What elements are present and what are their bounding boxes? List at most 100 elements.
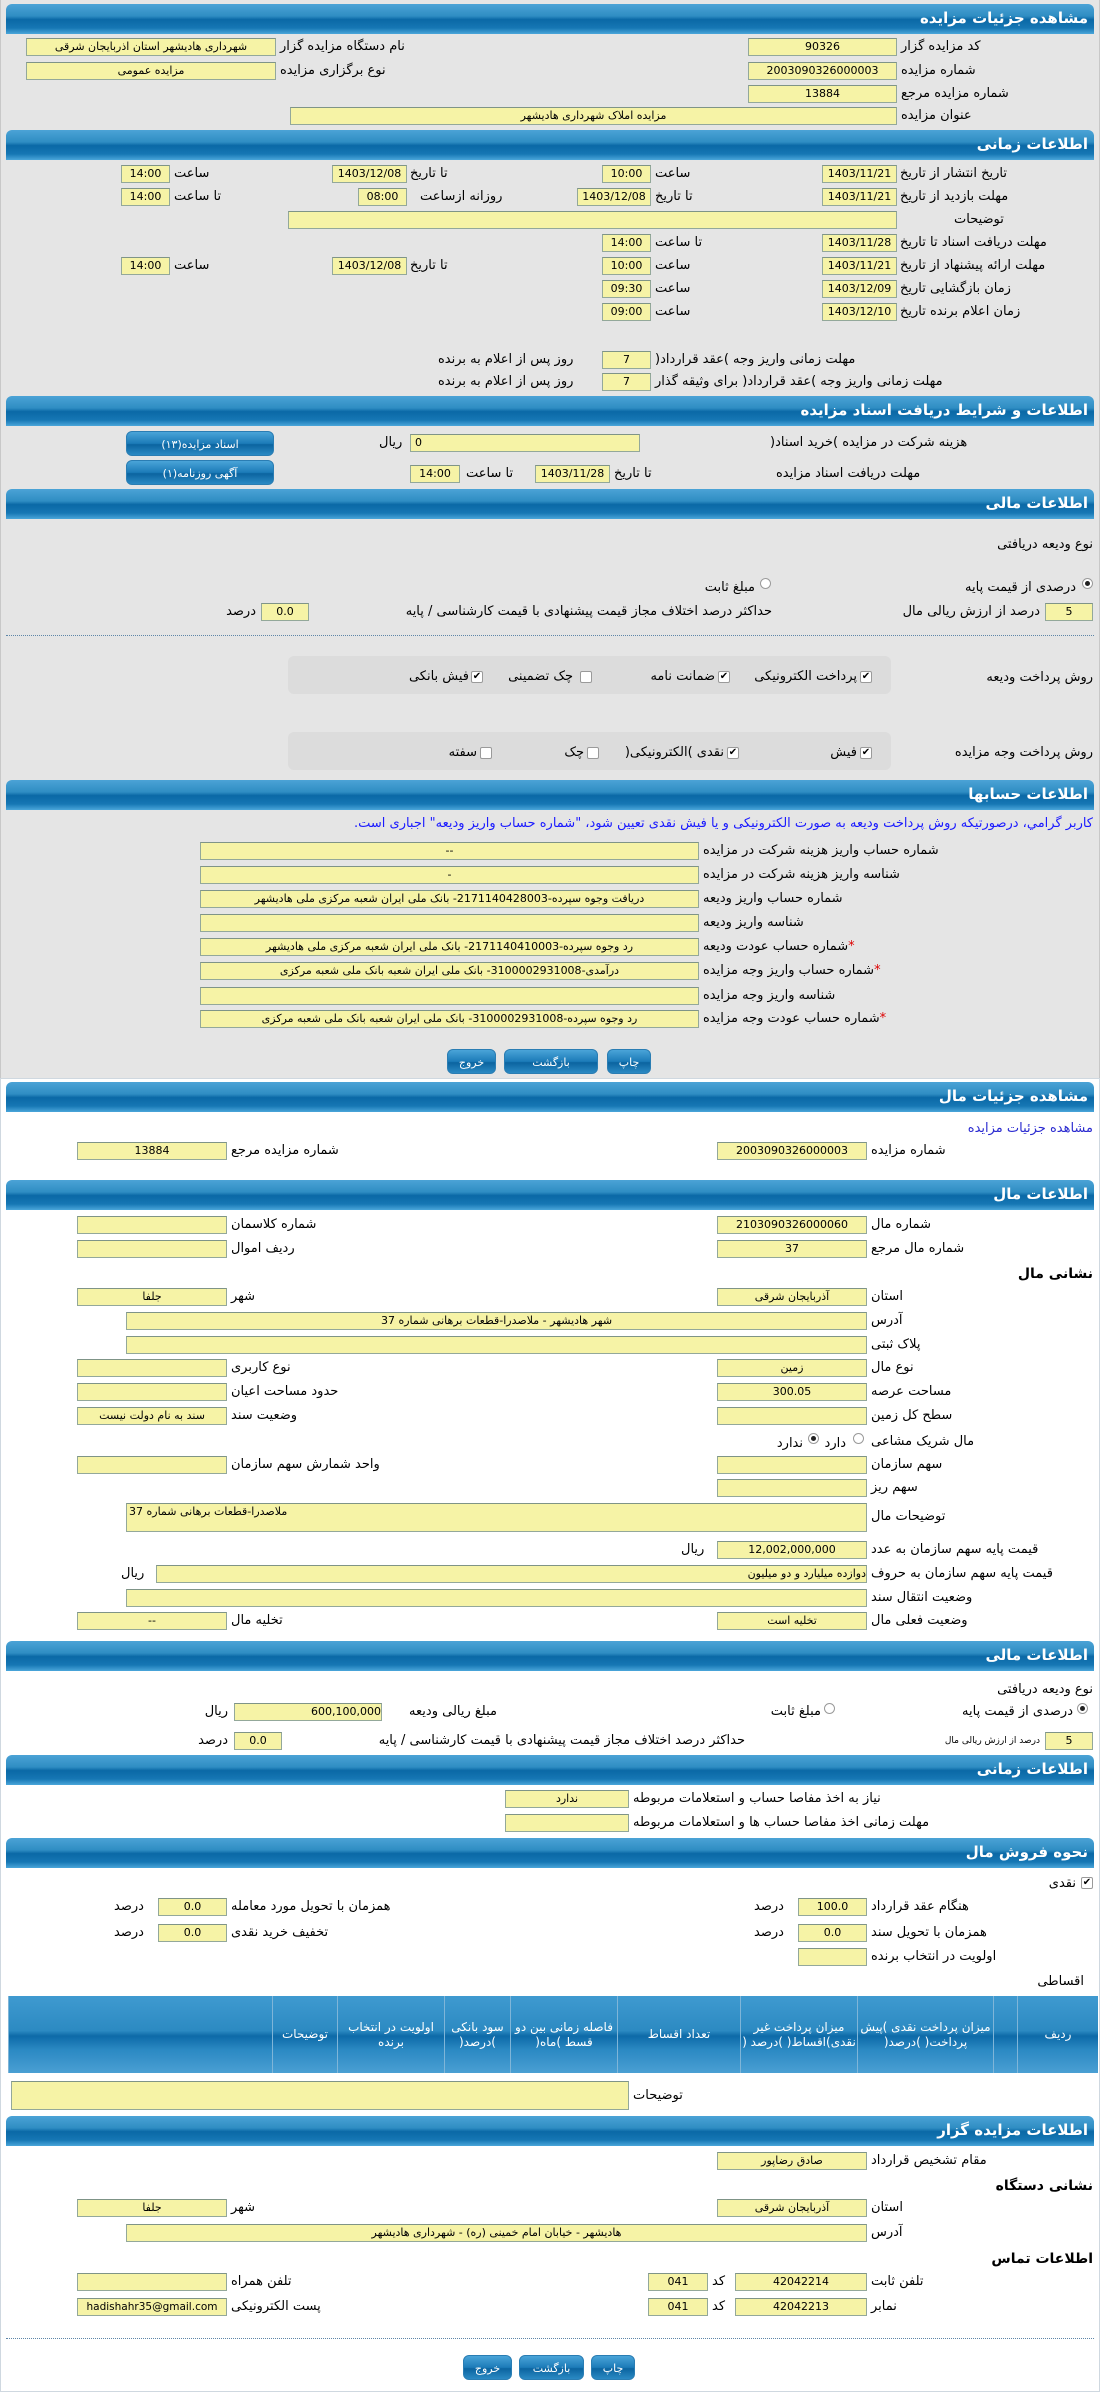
payment-method-item: فیش bbox=[830, 745, 857, 760]
offer-from-date: 1403/11/21 bbox=[822, 257, 897, 275]
percent-of-value-label: درصد از ارزش ریالی مال bbox=[944, 1736, 1040, 1746]
base-price-text-label: قیمت پایه سهم سازمان به حروف bbox=[871, 1566, 1053, 1581]
deed-status-field: سند به نام دولت نیست bbox=[77, 1407, 227, 1425]
payment-method-item: سفته bbox=[448, 745, 477, 760]
to-time-label: تا ساعت bbox=[466, 466, 514, 481]
section-title: اطلاعات زمانی bbox=[976, 1760, 1088, 1778]
current-status-label: وضعیت فعلی مال bbox=[871, 1613, 968, 1628]
installment-label: اقساطی bbox=[1037, 1974, 1084, 1989]
to-date-label: تا تاریخ bbox=[410, 258, 448, 273]
province-label: استان bbox=[871, 2200, 903, 2215]
checkbox-promissory[interactable] bbox=[480, 747, 492, 759]
account-field: درآمدی-3100002931008- بانک ملی ایران شعب… bbox=[200, 962, 699, 980]
province-field: آذربایجان شرقی bbox=[717, 1288, 867, 1306]
cash-label: نقدی bbox=[1048, 1876, 1076, 1891]
fixed-radio[interactable] bbox=[824, 1703, 835, 1714]
checkbox-electronic[interactable]: ✔ bbox=[860, 671, 872, 683]
deed-transfer-field bbox=[126, 1589, 867, 1607]
to-date-label: تا تاریخ bbox=[655, 189, 693, 204]
org-share-field bbox=[717, 1456, 867, 1474]
usage-label: نوع کاربری bbox=[231, 1360, 291, 1375]
to-time-label: تا ساعت bbox=[174, 189, 222, 204]
description-label: توضیحات bbox=[954, 212, 1004, 227]
checkbox-cheque[interactable] bbox=[587, 747, 599, 759]
publish-label: تاریخ انتشار از تاریخ bbox=[900, 166, 1008, 181]
priority-field bbox=[798, 1948, 867, 1966]
province-field: آذربایجان شرقی bbox=[717, 2199, 867, 2217]
percent-unit: درصد bbox=[754, 1899, 784, 1914]
print-button[interactable]: چاپ bbox=[591, 2355, 635, 2380]
auction-details-link[interactable]: مشاهده جزئیات مزایده bbox=[967, 1121, 1093, 1136]
shared-no-radio[interactable] bbox=[808, 1433, 819, 1444]
divider bbox=[6, 2338, 1094, 2339]
item-info-header: اطلاعات مال bbox=[6, 1180, 1094, 1210]
fixed-option-label: مبلغ ثابت bbox=[704, 580, 755, 595]
item-description-label: توضیحات مال bbox=[871, 1509, 946, 1524]
fixed-radio[interactable] bbox=[760, 578, 771, 589]
visit-to-time: 14:00 bbox=[121, 188, 170, 206]
time-label: ساعت bbox=[655, 166, 691, 181]
table-header-interest: سود بانکی )درصد( bbox=[444, 1996, 510, 2073]
city-label: شهر bbox=[231, 2200, 256, 2215]
item-ref-field: 37 bbox=[717, 1240, 867, 1258]
table-header-interval: فاصله زمانی بین دو قسط )ماه( bbox=[510, 1996, 617, 2073]
back-button[interactable]: بازگشت bbox=[504, 1049, 598, 1074]
percent-radio[interactable] bbox=[1077, 1703, 1088, 1714]
item-timing-header: اطلاعات زمانی bbox=[6, 1755, 1094, 1785]
auction-documents-button[interactable]: اسناد مزایده(۱۳) bbox=[126, 431, 274, 456]
table-header-noncash-payment: میزان پرداخت غیر نقدی)اقساط( )درصد ( bbox=[740, 1996, 857, 2073]
sale-description-label: توضیحات bbox=[633, 2088, 683, 2103]
offer-to-time: 14:00 bbox=[121, 257, 170, 275]
checkbox-cheque[interactable] bbox=[580, 671, 592, 683]
phone-label: تلفن ثابت bbox=[871, 2274, 924, 2289]
docs-deadline-label: مهلت دریافت اسناد مزایده bbox=[776, 466, 921, 481]
city-label: شهر bbox=[231, 1289, 256, 1304]
base-price-number-label: قیمت پایه سهم سازمان به عدد bbox=[871, 1542, 1039, 1557]
back-button[interactable]: بازگشت bbox=[519, 2355, 584, 2380]
authority-field: صادق رضاپور bbox=[717, 2152, 867, 2170]
contract-percent-field: 100.0 bbox=[798, 1898, 867, 1916]
item-finance-header: اطلاعات مالی bbox=[6, 1641, 1094, 1671]
priority-label: اولویت در انتخاب برنده bbox=[871, 1949, 997, 1964]
building-area-field bbox=[77, 1383, 227, 1401]
newspaper-ad-button[interactable]: آگهی روزنامه(۱) bbox=[126, 460, 274, 485]
guarantor-deadline-field: 7 bbox=[602, 373, 651, 391]
auction-number-label: شماره مزایده bbox=[871, 1143, 946, 1158]
minor-share-field bbox=[717, 1479, 867, 1497]
percent-radio[interactable] bbox=[1082, 578, 1093, 589]
plaque-label: پلاک ثبتی bbox=[871, 1337, 921, 1352]
base-price-text-field: دوازده میلیارد و دو میلیون bbox=[156, 1565, 867, 1583]
deposit-method-item: فیش بانکی bbox=[408, 669, 469, 684]
deed-transfer-label: وضعیت انتقال سند bbox=[871, 1590, 973, 1605]
visit-from-date: 1403/11/21 bbox=[822, 188, 897, 206]
checkbox-cash-electronic[interactable]: ✔ bbox=[727, 747, 739, 759]
minor-share-label: سهم ریز bbox=[871, 1480, 918, 1495]
account-label-text: شماره حساب واریز وجه مزایده bbox=[703, 963, 875, 978]
deposit-amount-value: 600,100,000 bbox=[311, 1705, 381, 1718]
checkbox-slip[interactable]: ✔ bbox=[860, 747, 872, 759]
account-label: *شماره حساب عودت ودیعه bbox=[703, 938, 855, 956]
docs-to-date: 1403/11/28 bbox=[822, 234, 897, 252]
table-header-installment-count: تعداد اقساط bbox=[617, 1996, 740, 2073]
section-title: نحوه فروش مال bbox=[965, 1843, 1088, 1861]
checkbox-bank-slip[interactable]: ✔ bbox=[471, 671, 483, 683]
city-field: جلفا bbox=[77, 1288, 227, 1306]
section-title: اطلاعات و شرایط دریافت اسناد مزایده bbox=[800, 401, 1088, 419]
address-field: هادیشهر - خیابان امام خمینی (ره) - شهردا… bbox=[126, 2224, 867, 2242]
checkbox-guarantee[interactable]: ✔ bbox=[718, 671, 730, 683]
exit-button[interactable]: خروج bbox=[447, 1049, 496, 1074]
auction-type-field: مزایده عمومی bbox=[26, 62, 276, 80]
org-address-heading: نشانی دستگاه bbox=[995, 2178, 1093, 2194]
land-level-label: سطح کل زمین bbox=[871, 1408, 953, 1423]
visit-to-date: 1403/12/08 bbox=[577, 188, 651, 206]
area-field: 300.05 bbox=[717, 1383, 867, 1401]
address-field: شهر هادیشهر - ملاصدرا-قطعات برهانی شماره… bbox=[126, 1312, 867, 1330]
print-button[interactable]: چاپ bbox=[607, 1049, 651, 1074]
deposit-method-label: روش پرداخت ودیعه bbox=[986, 670, 1093, 685]
exit-button[interactable]: خروج bbox=[463, 2355, 512, 2380]
percent-unit: درصد bbox=[198, 1733, 228, 1748]
shared-yes-radio[interactable] bbox=[853, 1433, 864, 1444]
mobile-field bbox=[77, 2273, 227, 2291]
ref-number-label: شماره مزایده مرجع bbox=[901, 86, 1009, 101]
cash-checkbox[interactable]: ✔ bbox=[1081, 1877, 1093, 1889]
